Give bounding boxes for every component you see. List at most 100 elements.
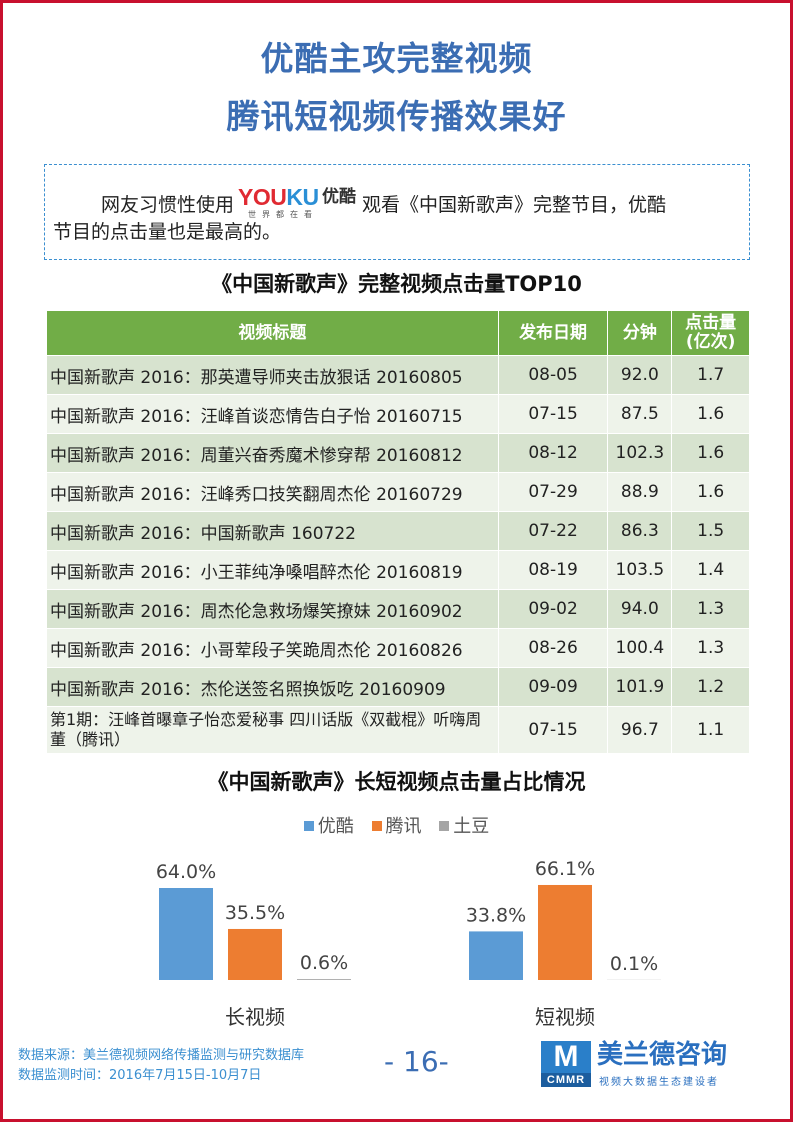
youku-logo-slogan: 世界都在看 (248, 210, 319, 219)
page-number: - 16- (384, 1045, 449, 1078)
legend-label-tencent: 腾讯 (385, 816, 422, 837)
legend-item-tencent: 腾讯 (371, 812, 422, 838)
cell-clicks: 1.1 (671, 706, 750, 754)
cell-clicks: 1.6 (671, 433, 750, 473)
cmmr-logo-abbr: CMMR (541, 1073, 591, 1087)
bar-0-0 (159, 888, 213, 980)
cell-clicks: 1.3 (671, 589, 750, 629)
col-header-date: 发布日期 (497, 310, 609, 356)
cell-date: 07-15 (497, 706, 609, 754)
intro-line1: 网友习惯性使用 YOUKU 优酷 世界都在看 观看《中国新歌声》完整节目，优酷 (101, 183, 666, 223)
cell-minutes: 102.3 (607, 433, 673, 473)
legend-swatch-youku (303, 821, 314, 831)
col-header-clicks: 点击量 (亿次) (671, 310, 750, 356)
cell-date: 08-05 (497, 355, 609, 395)
data-source: 数据来源：美兰德视频网络传播监测与研究数据库 数据监测时间：2016年7月15日… (18, 1046, 304, 1086)
cell-minutes: 86.3 (607, 511, 673, 551)
cell-minutes: 100.4 (607, 628, 673, 668)
page-title-line1: 优酷主攻完整视频 (260, 39, 533, 78)
bar-0-1 (469, 931, 523, 980)
cell-clicks: 1.7 (671, 355, 750, 395)
cell-title: 中国新歌声 2016：杰伦送签名照换饭吃 20160909 (46, 667, 499, 707)
youku-logo-cn: 优酷 (322, 187, 357, 207)
category-label: 短视频 (535, 1005, 595, 1029)
table-row: 中国新歌声 2016：杰伦送签名照换饭吃 20160909 09-09 101.9 1… (46, 667, 750, 707)
cell-title: 中国新歌声 2016：那英遭导师夹击放狠话 20160805 (46, 355, 499, 395)
youku-logo-ku: KU (286, 184, 319, 210)
table-row: 中国新歌声 2016：汪峰首谈恋情告白子怡 20160715 07-15 87.5 1… (46, 394, 750, 434)
cell-date: 08-19 (497, 550, 609, 590)
youku-logo: YOUKU 优酷 世界都在看 (236, 183, 360, 223)
cell-title: 中国新歌声 2016：小哥荤段子笑跪周杰伦 20160826 (46, 628, 499, 668)
table-row: 中国新歌声 2016：小哥荤段子笑跪周杰伦 20160826 08-26 100.4… (46, 628, 750, 668)
bar-2-0 (297, 979, 351, 980)
bar-1-1 (538, 884, 592, 980)
cell-title: 中国新歌声 2016：周董兴奋秀魔术惨穿帮 20160812 (46, 433, 499, 473)
bar-value-label: 0.1% (610, 953, 658, 975)
youku-logo-you: YOU (238, 184, 287, 210)
cell-date: 08-12 (497, 433, 609, 473)
bar-value-label: 0.6% (300, 952, 348, 974)
table-row: 中国新歌声 2016：周董兴奋秀魔术惨穿帮 20160812 08-12 102.3… (46, 433, 750, 473)
table-row: 中国新歌声 2016：中国新歌声 160722 07-22 86.3 1.5 (46, 511, 750, 551)
legend-item-tudou: 土豆 (439, 812, 489, 838)
cmmr-logo-mark: M (541, 1041, 591, 1073)
bar-value-label: 33.8% (466, 904, 526, 926)
legend-item-youku: 优酷 (303, 812, 354, 838)
cmmr-logo: M CMMR 美兰德咨询 视频大数据生态建设者 (537, 1039, 757, 1089)
category-label: 长视频 (225, 1005, 285, 1029)
cell-date: 09-02 (497, 589, 609, 629)
bar-chart: 64.0% 35.5% 0.6% 长视频 33.8% 66.1% 0.1% 短视频 (156, 858, 661, 1029)
cell-minutes: 92.0 (607, 355, 673, 395)
legend-swatch-tudou (439, 821, 450, 831)
data-source-line1: 数据来源：美兰德视频网络传播监测与研究数据库 (18, 1048, 305, 1063)
cell-clicks: 1.6 (671, 394, 750, 434)
table-row: 中国新歌声 2016：小王菲纯净嗓唱醉杰伦 20160819 08-19 103.5… (46, 550, 750, 590)
table-row: 第1期：汪峰首曝章子怡恋爱秘事 四川话版《双截棍》听嗨周董（腾讯） 07-15 96… (46, 706, 750, 754)
table-row: 中国新歌声 2016：汪峰秀口技笑翻周杰伦 20160729 07-29 88.9 1… (46, 472, 750, 512)
cell-title: 中国新歌声 2016：汪峰秀口技笑翻周杰伦 20160729 (46, 472, 499, 512)
cell-clicks: 1.3 (671, 628, 750, 668)
top10-table: 视频标题 发布日期 分钟 点击量 (亿次) 中国新歌声 2016：那英遭导师夹击… (46, 310, 750, 754)
cell-date: 07-15 (497, 394, 609, 434)
intro-line2: 节目的点击量也是最高的。 (53, 221, 282, 243)
chart-legend: 优酷 腾讯 土豆 (0, 812, 793, 838)
cell-minutes: 96.7 (607, 706, 673, 754)
intro-text-before-logo: 网友习惯性使用 (101, 194, 235, 216)
col-header-minutes: 分钟 (607, 310, 673, 356)
table-row: 中国新歌声 2016：周杰伦急救场爆笑撩妹 20160902 09-02 94.0 1… (46, 589, 750, 629)
table-header-row: 视频标题 发布日期 分钟 点击量 (亿次) (46, 310, 750, 356)
cell-clicks: 1.6 (671, 472, 750, 512)
data-source-line2: 数据监测时间：2016年7月15日-10月7日 (18, 1068, 262, 1083)
cell-title: 中国新歌声 2016：小王菲纯净嗓唱醉杰伦 20160819 (46, 550, 499, 590)
intro-text-after-logo: 观看《中国新歌声》完整节目，优酷 (362, 194, 667, 216)
legend-swatch-tencent (371, 821, 382, 831)
bar-1-0 (228, 928, 282, 980)
bar-value-label: 66.1% (535, 858, 595, 880)
cell-minutes: 101.9 (607, 667, 673, 707)
legend-label-tudou: 土豆 (453, 816, 490, 837)
cell-date: 09-09 (497, 667, 609, 707)
chart-title: 《中国新歌声》长短视频点击量占比情况 (207, 770, 586, 794)
cell-title: 中国新歌声 2016：中国新歌声 160722 (46, 511, 499, 551)
bar-value-label: 35.5% (225, 902, 285, 924)
cell-clicks: 1.4 (671, 550, 750, 590)
table-row: 中国新歌声 2016：那英遭导师夹击放狠话 20160805 08-05 92.0 1… (46, 355, 750, 395)
cell-minutes: 103.5 (607, 550, 673, 590)
cell-date: 08-26 (497, 628, 609, 668)
cell-title: 第1期：汪峰首曝章子怡恋爱秘事 四川话版《双截棍》听嗨周董（腾讯） (46, 706, 499, 754)
cell-title: 中国新歌声 2016：周杰伦急救场爆笑撩妹 20160902 (46, 589, 499, 629)
legend-label-youku: 优酷 (317, 816, 354, 837)
bar-value-label: 64.0% (156, 861, 216, 883)
cell-date: 07-29 (497, 472, 609, 512)
cell-clicks: 1.5 (671, 511, 750, 551)
cell-title: 中国新歌声 2016：汪峰首谈恋情告白子怡 20160715 (46, 394, 499, 434)
col-header-title: 视频标题 (46, 310, 499, 356)
cell-date: 07-22 (497, 511, 609, 551)
cmmr-logo-name: 美兰德咨询 (597, 1040, 728, 1070)
intro-box: 网友习惯性使用 YOUKU 优酷 世界都在看 观看《中国新歌声》完整节目，优酷 节目的点… (44, 164, 750, 260)
cell-minutes: 94.0 (607, 589, 673, 629)
cmmr-logo-tagline: 视频大数据生态建设者 (599, 1077, 719, 1088)
cell-minutes: 88.9 (607, 472, 673, 512)
